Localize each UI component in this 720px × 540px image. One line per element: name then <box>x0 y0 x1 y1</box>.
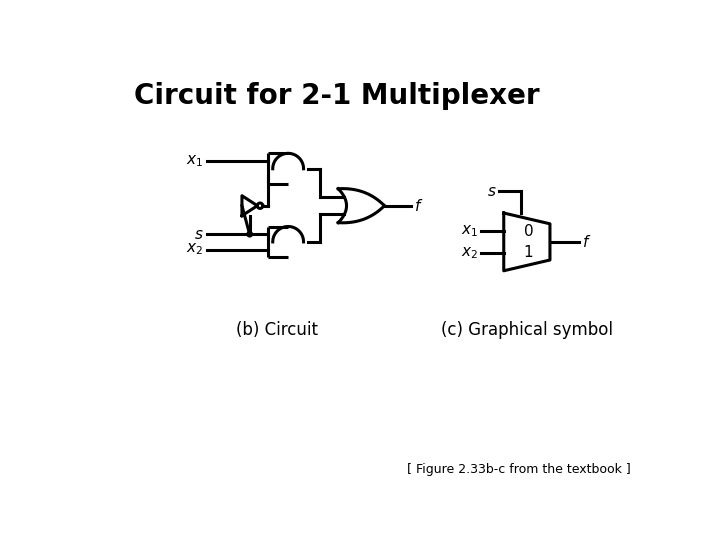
Text: $x_2$: $x_2$ <box>186 242 204 258</box>
Text: [ Figure 2.33b-c from the textbook ]: [ Figure 2.33b-c from the textbook ] <box>407 463 631 476</box>
Polygon shape <box>247 232 252 237</box>
Text: $x_1$: $x_1$ <box>186 153 204 169</box>
Text: $x_2$: $x_2$ <box>462 245 478 260</box>
Text: 0: 0 <box>523 224 534 239</box>
Text: $s$: $s$ <box>194 227 204 242</box>
Text: (c) Graphical symbol: (c) Graphical symbol <box>441 321 613 340</box>
Text: $s$: $s$ <box>487 184 497 199</box>
Text: $f$: $f$ <box>582 234 592 250</box>
Text: 1: 1 <box>523 245 534 260</box>
Text: $x_1$: $x_1$ <box>462 223 478 239</box>
Text: $f$: $f$ <box>414 198 423 214</box>
Text: Circuit for 2-1 Multiplexer: Circuit for 2-1 Multiplexer <box>134 82 540 110</box>
Text: (b) Circuit: (b) Circuit <box>235 321 318 340</box>
